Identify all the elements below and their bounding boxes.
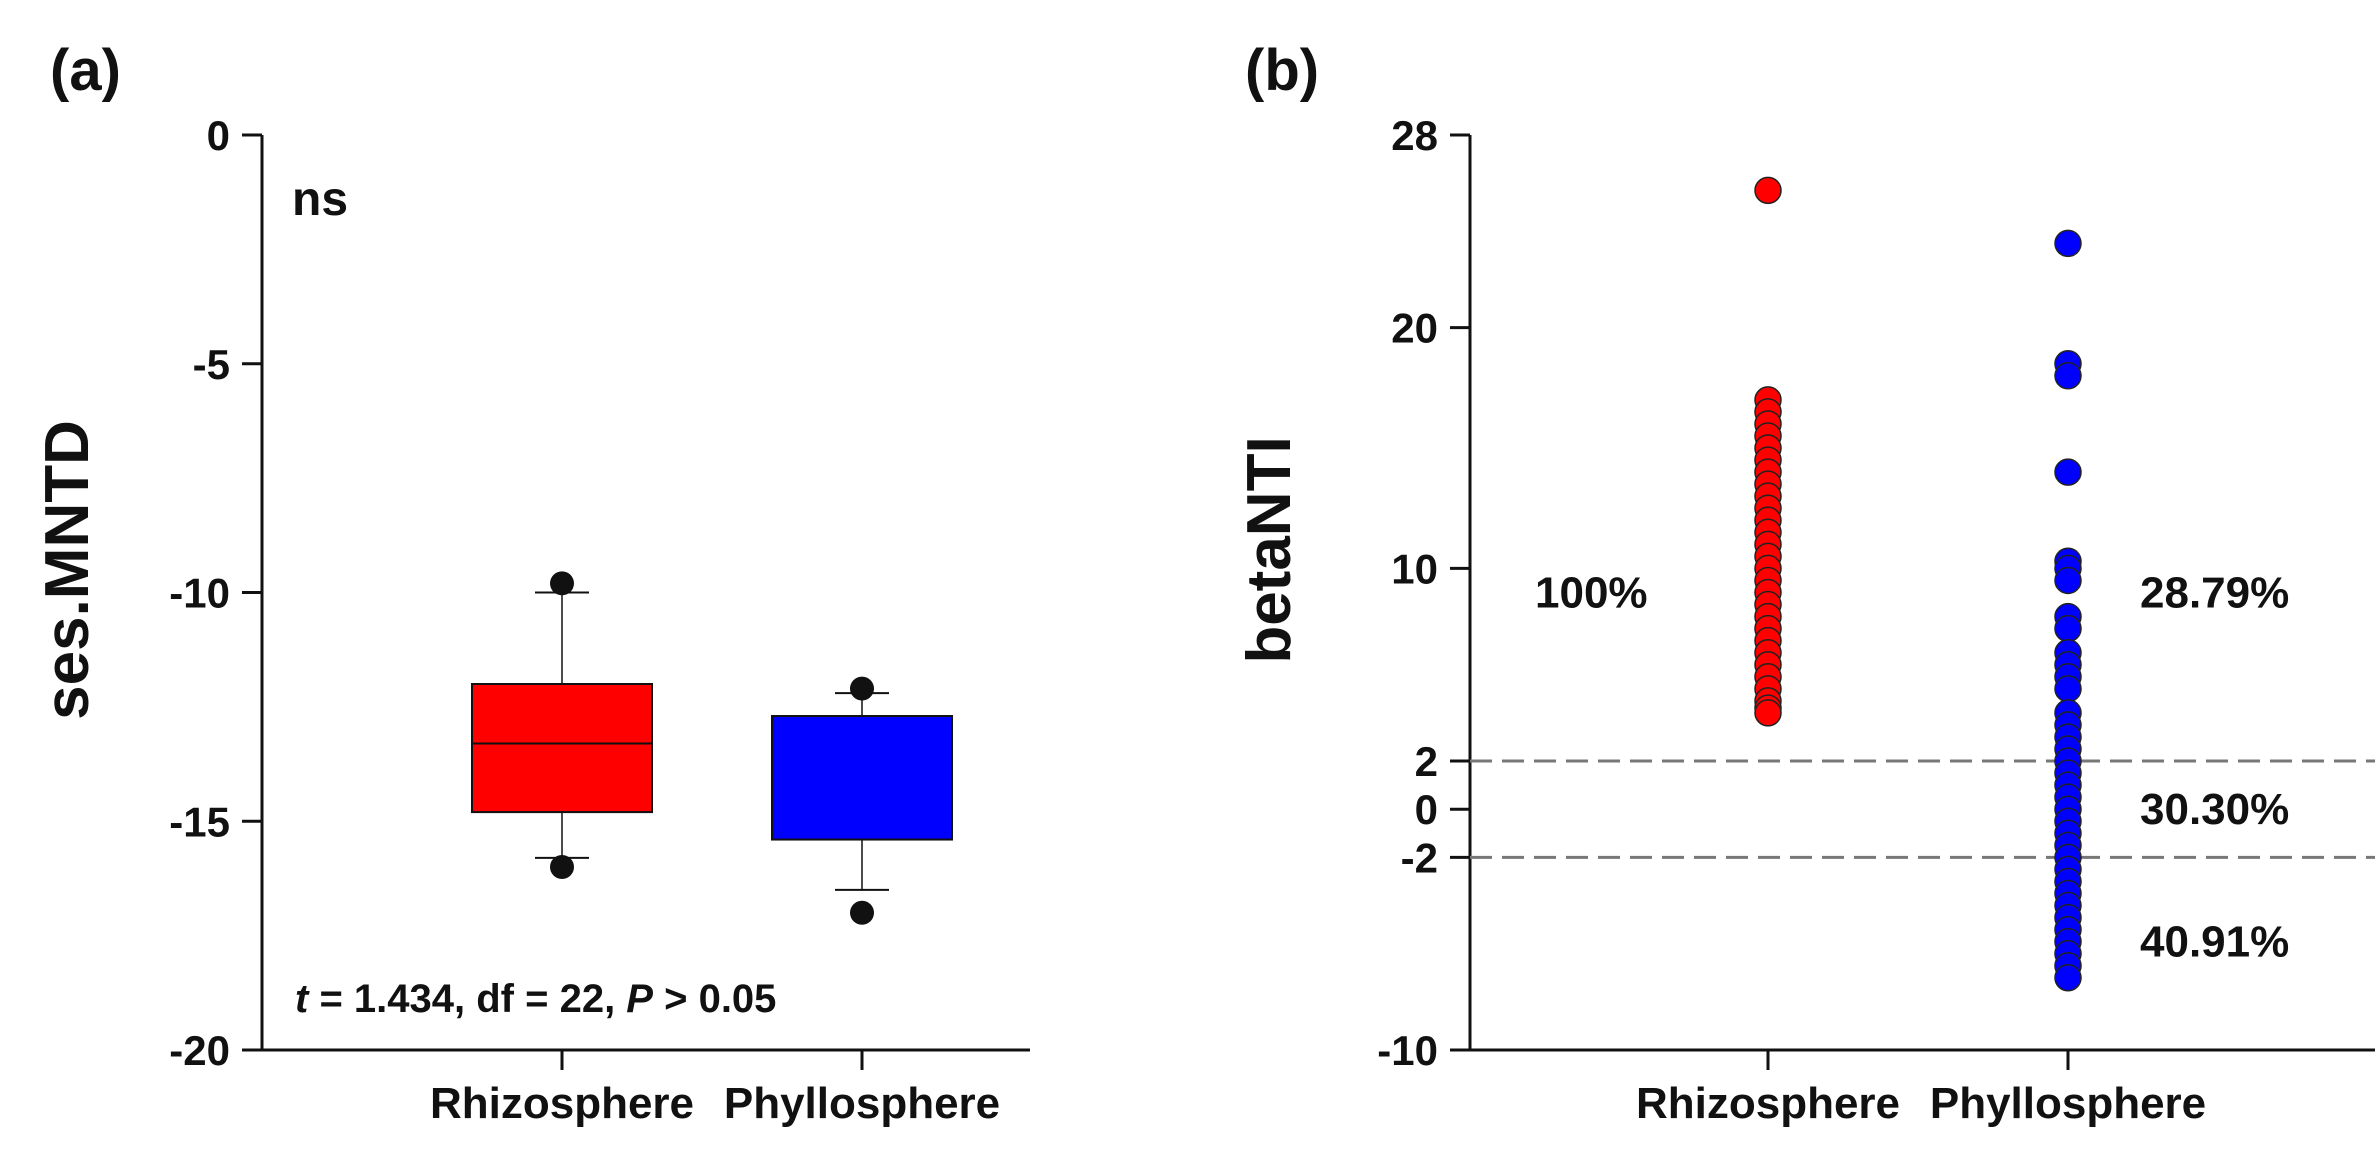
point-phyllosphere [2054, 675, 2082, 703]
panel-a-x-ticks: Rhizosphere Phyllosphere [430, 1050, 1000, 1128]
y-tick-label: -10 [1377, 1027, 1438, 1074]
point-phyllosphere [2054, 362, 2082, 390]
panel-a-ylabel: ses.MNTD [33, 420, 102, 720]
x-tick-label: Rhizosphere [1636, 1079, 1900, 1128]
y-tick-label: -20 [169, 1027, 230, 1074]
percent-label: 28.79% [2140, 569, 2289, 618]
y-tick-label: -10 [169, 570, 230, 617]
panel-a-y-ticks: 0 -5 -10 -15 -20 [169, 112, 262, 1074]
stats-annotation: t = 1.434, df = 22, P > 0.05 [295, 977, 776, 1021]
point-phyllosphere [2054, 458, 2082, 486]
ns-annotation: ns [292, 173, 348, 226]
panel-a-boxes [471, 571, 953, 925]
y-tick-label: -5 [193, 341, 230, 388]
panel-b-x-ticks: Rhizosphere Phyllosphere [1636, 1050, 2206, 1128]
percent-labels: 100% 28.79% 30.30% 40.91% [1535, 569, 2289, 967]
point-phyllosphere [2054, 614, 2082, 643]
percent-label: 30.30% [2140, 785, 2289, 834]
y-tick-label: -2 [1401, 834, 1438, 881]
percent-label: 40.91% [2140, 918, 2289, 967]
t-symbol: t [295, 977, 310, 1021]
point-rhizosphere [1754, 176, 1782, 205]
y-tick-label: 0 [207, 112, 230, 159]
panel-a: (a) ses.MNTD 0 -5 -10 -15 -20 Rhizosphere Phy… [33, 38, 1030, 1128]
box-outlier-point [850, 676, 874, 701]
panel-b-label: (b) [1245, 38, 1319, 103]
threshold-lines [1470, 759, 2375, 859]
point-phyllosphere [2054, 964, 2082, 992]
p-stats-text: > 0.05 [653, 977, 776, 1021]
x-tick-label: Rhizosphere [430, 1079, 694, 1128]
x-tick-label: Phyllosphere [1930, 1079, 2206, 1128]
box-phyllosphere [771, 715, 953, 841]
percent-label: 100% [1535, 569, 1648, 618]
t-stats-text: = 1.434, df = 22, [308, 977, 626, 1021]
y-tick-label: 0 [1415, 786, 1438, 833]
x-tick-label: Phyllosphere [724, 1079, 1000, 1128]
y-tick-label: 20 [1391, 305, 1438, 352]
box-outlier-point [550, 855, 574, 879]
box-outlier-point [850, 900, 874, 925]
panel-b-points [1754, 176, 2082, 992]
point-rhizosphere [1754, 699, 1782, 727]
panel-b-ylabel: betaNTI [1235, 436, 1304, 663]
point-phyllosphere [2054, 566, 2082, 595]
box-outlier-point [550, 571, 574, 596]
panel-a-label: (a) [50, 38, 121, 103]
box-rhizosphere [471, 683, 653, 814]
y-tick-label: 2 [1415, 738, 1438, 785]
p-symbol: P [626, 977, 653, 1021]
y-tick-label: 10 [1391, 545, 1438, 592]
y-tick-label: 28 [1391, 112, 1438, 159]
y-tick-label: -15 [169, 798, 230, 845]
point-phyllosphere [2054, 229, 2082, 258]
